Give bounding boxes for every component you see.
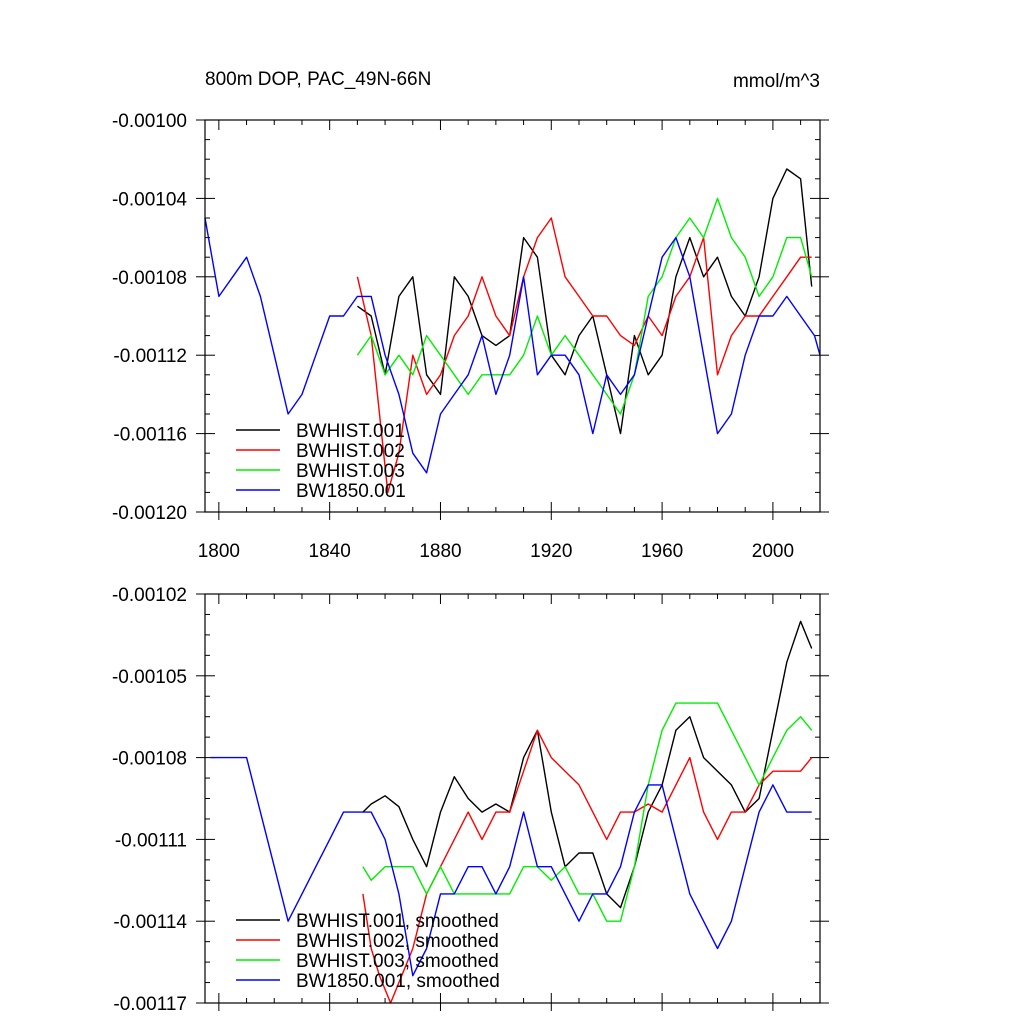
x-tick-label: 1840 xyxy=(309,541,351,562)
y-tick-label: -0.00100 xyxy=(112,111,187,132)
bottom-panel: -0.00102 -0.00105 -0.00108 -0.00111 -0.00114… xyxy=(112,585,829,1015)
legend-label: BWHIST.003 xyxy=(296,461,405,482)
series-line-bw1850-001-smoothed xyxy=(210,756,812,977)
legend-label: BWHIST.001, smoothed xyxy=(296,911,499,932)
series-line-bwhist-002 xyxy=(356,217,812,494)
series-line-bw1850-001 xyxy=(204,217,821,474)
legend-label: BWHIST.003, smoothed xyxy=(296,951,499,972)
plot-frame xyxy=(204,119,821,513)
y-tick-label: -0.00108 xyxy=(112,268,187,289)
x-tick-label: 2000 xyxy=(752,541,794,562)
legend-label: BWHIST.001 xyxy=(296,421,405,442)
y-tick-label: -0.00102 xyxy=(112,585,187,606)
legend-label: BW1850.001, smoothed xyxy=(296,971,500,992)
y-tick-label: -0.00117 xyxy=(113,994,187,1015)
series-line-bwhist-003-smoothed xyxy=(362,702,813,922)
x-tick-label: 1920 xyxy=(530,541,572,562)
series-line-bwhist-001 xyxy=(356,168,813,435)
y-tick-label: -0.00108 xyxy=(112,749,187,770)
top-panel: 800m DOP, PAC_49N-66N mmol/m^3 1800 1840 1… xyxy=(112,69,829,562)
x-tick-label: 1800 xyxy=(198,541,240,562)
y-tick-label: -0.00111 xyxy=(115,830,187,851)
x-tick-label: 1880 xyxy=(419,541,461,562)
legend-label: BWHIST.002 xyxy=(296,441,405,462)
series-line-bwhist-003 xyxy=(356,197,813,415)
legend-label: BW1850.001 xyxy=(296,481,406,502)
units-label: mmol/m^3 xyxy=(733,71,820,92)
y-tick-label: -0.00120 xyxy=(112,503,187,524)
y-tick-label: -0.00112 xyxy=(113,346,187,367)
series-line-bwhist-001-smoothed xyxy=(362,620,813,909)
y-tick-label: -0.00114 xyxy=(113,912,187,933)
plot-frame xyxy=(204,593,821,1004)
x-tick-label: 1960 xyxy=(641,541,683,562)
chart-title: 800m DOP, PAC_49N-66N xyxy=(205,69,431,90)
legend-label: BWHIST.002, smoothed xyxy=(296,931,499,952)
series-line-bwhist-002-smoothed xyxy=(362,729,813,1004)
y-tick-label: -0.00104 xyxy=(112,189,187,210)
y-tick-label: -0.00116 xyxy=(113,425,187,446)
y-tick-label: -0.00105 xyxy=(112,667,187,688)
